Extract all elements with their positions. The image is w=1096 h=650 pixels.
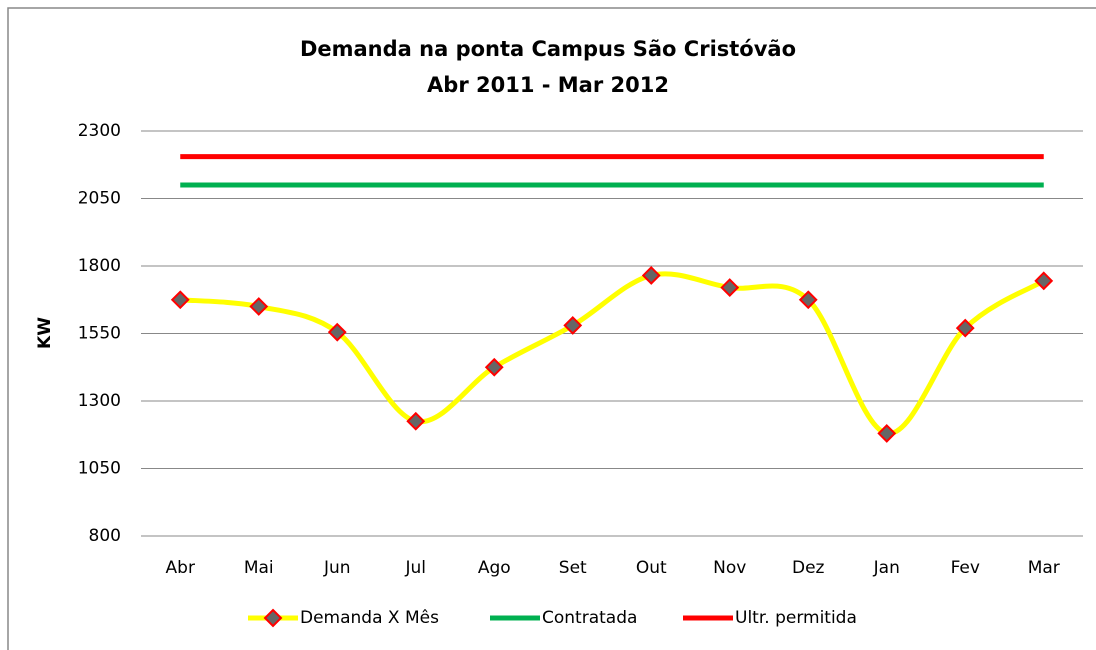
y-tick-label: 1300 — [78, 391, 121, 411]
x-tick-label: Jun — [323, 558, 351, 578]
y-tick-label: 2050 — [78, 189, 121, 209]
x-tick-label: Out — [636, 558, 667, 578]
legend-label: Demanda X Mês — [300, 608, 439, 628]
marker — [1034, 271, 1054, 291]
y-axis-label: KW — [35, 317, 55, 349]
y-tick-label: 2300 — [78, 121, 121, 141]
x-tick-label: Mai — [244, 558, 274, 578]
marker — [327, 322, 347, 342]
x-tick-label: Dez — [792, 558, 825, 578]
marker — [249, 297, 269, 316]
x-tick-label: Mar — [1028, 558, 1060, 578]
x-tick-label: Nov — [713, 558, 746, 578]
chart-frame — [7, 7, 1096, 650]
marker — [798, 290, 818, 310]
y-tick-label: 1800 — [78, 256, 121, 276]
x-tick-label: Fev — [951, 558, 980, 578]
marker — [955, 318, 975, 338]
x-tick-label: Set — [559, 558, 587, 578]
marker — [641, 266, 661, 285]
chart-title: Demanda na ponta Campus São Cristóvão — [300, 37, 796, 61]
marker — [720, 278, 740, 298]
legend-marker — [263, 608, 283, 628]
x-tick-label: Ago — [478, 558, 511, 578]
x-tick-label: Jul — [404, 558, 426, 578]
marker — [406, 411, 426, 431]
x-tick-label: Abr — [166, 558, 195, 578]
marker — [877, 423, 897, 443]
chart-subtitle: Abr 2011 - Mar 2012 — [427, 73, 669, 97]
legend-label: Contratada — [542, 608, 637, 628]
legend-label: Ultr. permitida — [735, 608, 857, 628]
x-tick-label: Jan — [873, 558, 900, 578]
series-line — [180, 271, 1046, 436]
marker — [170, 290, 190, 310]
y-tick-label: 1550 — [78, 324, 121, 344]
y-tick-label: 800 — [89, 526, 121, 546]
y-tick-label: 1050 — [78, 459, 121, 479]
marker — [484, 357, 504, 377]
marker — [563, 315, 583, 335]
